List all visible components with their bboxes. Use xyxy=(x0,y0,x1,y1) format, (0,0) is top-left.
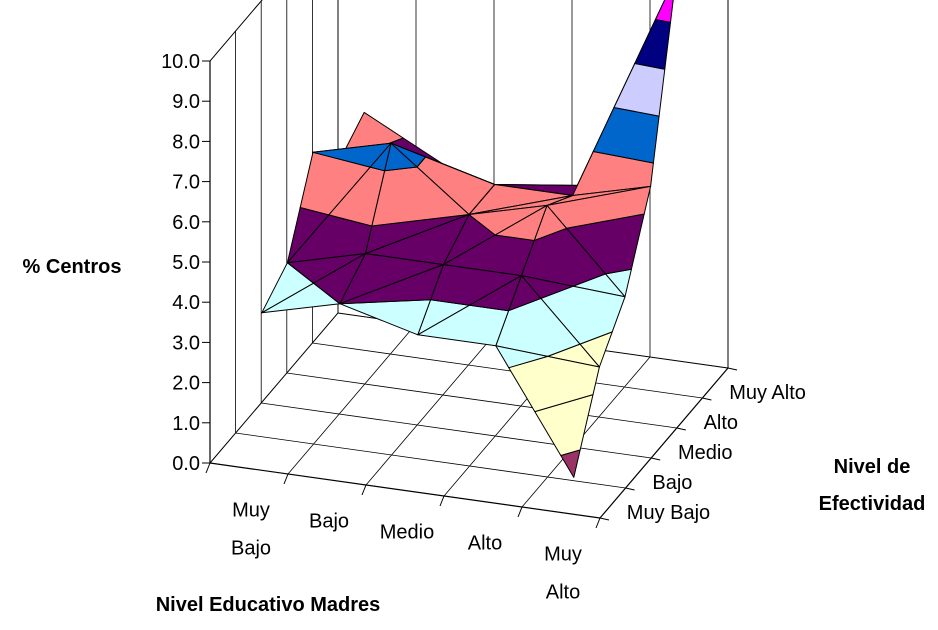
z-tick-label: 2.0 xyxy=(172,373,200,395)
chart-axes: 0.0 1.0 2.0 3.0 4.0 5.0 6.0 7.0 8.0 9.0 10.0 Muy Baj… xyxy=(161,51,806,604)
surface-band xyxy=(655,0,674,23)
x-tick xyxy=(595,517,601,529)
x-tick-label: Medio xyxy=(380,522,434,544)
y-tick xyxy=(625,487,635,491)
x-tick-label: Muy Alto xyxy=(544,544,582,604)
x-tick-label-line: Muy xyxy=(232,500,270,522)
y-tick xyxy=(727,367,738,371)
x-tick xyxy=(439,495,445,507)
y-axis-line xyxy=(599,367,729,519)
z-tick-label: 5.0 xyxy=(172,252,200,274)
z-axis-title: % Centros xyxy=(23,256,122,278)
floor-gridline-y xyxy=(235,432,626,489)
x-tick xyxy=(205,462,211,474)
y-axis-title-line1: Nivel de xyxy=(834,456,911,478)
surface-band xyxy=(613,63,666,117)
surface-facet xyxy=(572,0,674,196)
x-tick xyxy=(361,484,367,496)
surface-band xyxy=(339,264,444,305)
z-tick-label: 4.0 xyxy=(172,292,200,314)
floor-gridline-x xyxy=(521,356,651,508)
y-tick-label: Bajo xyxy=(652,472,692,494)
x-tick-label-line: Medio xyxy=(380,522,434,544)
x-axis-title-group: Nivel Educativo Madres xyxy=(156,594,381,616)
surface-band xyxy=(469,275,522,312)
surface-facet xyxy=(417,275,522,347)
y-tick xyxy=(676,427,686,431)
y-tick xyxy=(599,517,610,521)
y-tick-label: Muy Bajo xyxy=(627,502,710,524)
surface-facet xyxy=(286,142,392,264)
x-tick xyxy=(283,473,289,485)
surface-band xyxy=(634,19,671,70)
surface-band xyxy=(369,142,392,172)
x-tick-label: Muy Bajo xyxy=(231,500,271,560)
floor-gridline-y xyxy=(261,402,652,459)
y-axis-title-line2: Efectividad xyxy=(819,493,926,515)
y-tick xyxy=(651,457,661,461)
y-tick-label: Muy Alto xyxy=(729,382,806,404)
surface-band xyxy=(313,253,366,305)
x-axis-title: Nivel Educativo Madres xyxy=(156,594,381,616)
z-tick-label: 10.0 xyxy=(161,51,200,73)
z-tick-label: 8.0 xyxy=(172,131,200,153)
x-tick-label-line: Alto xyxy=(468,533,502,555)
z-tick-label: 1.0 xyxy=(172,413,200,435)
surface-band xyxy=(339,299,432,336)
y-axis-title-group: Nivel de Efectividad xyxy=(819,456,926,515)
z-axis-title-group: % Centros xyxy=(23,256,122,278)
surface-facet xyxy=(442,204,548,277)
z-tick-label: 0.0 xyxy=(172,453,200,475)
surface-facet xyxy=(495,275,600,368)
z-tick-label: 6.0 xyxy=(172,212,200,234)
floor-gridline-x xyxy=(365,334,495,486)
x-tick-label-line: Muy xyxy=(544,544,582,566)
x-tick xyxy=(517,506,523,518)
x-tick-label: Bajo xyxy=(309,511,349,533)
surface-band xyxy=(495,345,549,369)
y-tick-label: Medio xyxy=(678,442,732,464)
y-tick-label: Alto xyxy=(704,412,738,434)
x-tick-label-line: Bajo xyxy=(309,511,349,533)
floor-gridline-x xyxy=(287,323,417,475)
z-tick-label: 9.0 xyxy=(172,91,200,113)
surface-facet xyxy=(495,345,600,478)
y-tick xyxy=(702,397,712,401)
surface-plot xyxy=(261,0,674,478)
z-tick-label: 7.0 xyxy=(172,172,200,194)
surface-band xyxy=(494,204,548,241)
x-tick-label-line: Bajo xyxy=(231,538,271,560)
x-axis-line xyxy=(209,462,601,519)
surface-facet xyxy=(520,204,626,298)
z-tick-label: 3.0 xyxy=(172,332,200,354)
x-tick-label: Alto xyxy=(468,533,502,555)
x-tick-label-line: Alto xyxy=(546,582,580,604)
floor-gridline-y xyxy=(286,372,677,429)
surface-facet xyxy=(339,264,444,336)
floor-gridline-y xyxy=(312,342,703,399)
surface-facet xyxy=(261,253,366,314)
